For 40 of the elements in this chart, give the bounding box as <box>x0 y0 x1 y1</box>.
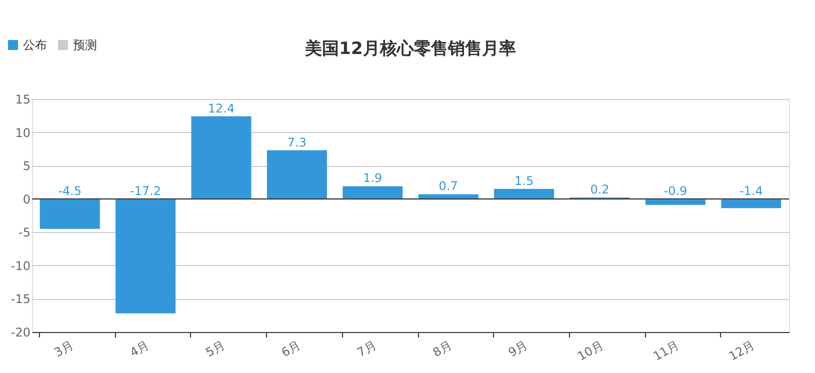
y-tick-label: -10 <box>10 258 30 273</box>
bar <box>721 198 782 208</box>
data-label: -17.2 <box>130 184 162 198</box>
y-tick-label: 5 <box>22 159 30 174</box>
bar <box>418 194 478 199</box>
x-tick-label: 3月 <box>52 338 76 360</box>
bar <box>191 116 252 199</box>
x-tick-label: 9月 <box>506 338 530 360</box>
data-label: 1.9 <box>363 171 382 186</box>
x-tick-label: 5月 <box>203 338 228 360</box>
y-tick-label: -15 <box>10 292 30 306</box>
data-label: 12.4 <box>208 101 235 116</box>
bar <box>116 198 176 314</box>
data-label: 1.5 <box>514 174 534 188</box>
x-tick-label: 7月 <box>354 338 379 360</box>
legend-label: 公布 <box>23 38 47 52</box>
x-tick-label: 6月 <box>278 338 303 360</box>
x-tick-label: 12月 <box>726 338 758 364</box>
x-tick-label: 11月 <box>650 338 682 364</box>
data-label: 7.3 <box>287 135 306 150</box>
y-tick-label: -5 <box>18 226 30 240</box>
x-tick-label: 8月 <box>430 338 454 360</box>
data-label: -4.5 <box>58 184 82 198</box>
y-tick-label: 0 <box>22 192 30 206</box>
data-label: 0.2 <box>590 182 610 197</box>
y-tick-label: -20 <box>10 326 30 340</box>
x-tick-label: 4月 <box>128 338 152 360</box>
y-tick-label: 10 <box>15 126 30 140</box>
data-label: -0.9 <box>664 184 688 198</box>
bar <box>645 198 706 205</box>
data-label: 0.7 <box>438 179 458 194</box>
y-tick-label: 15 <box>15 92 30 106</box>
chart-title: 美国12月核心零售销售月率 <box>304 39 516 59</box>
bar <box>342 186 403 199</box>
bar <box>266 150 327 199</box>
legend-label: 预测 <box>73 38 97 52</box>
x-tick-label: 10月 <box>575 338 606 364</box>
bar <box>494 188 554 199</box>
bar <box>40 198 100 229</box>
data-label: -1.4 <box>739 184 763 198</box>
